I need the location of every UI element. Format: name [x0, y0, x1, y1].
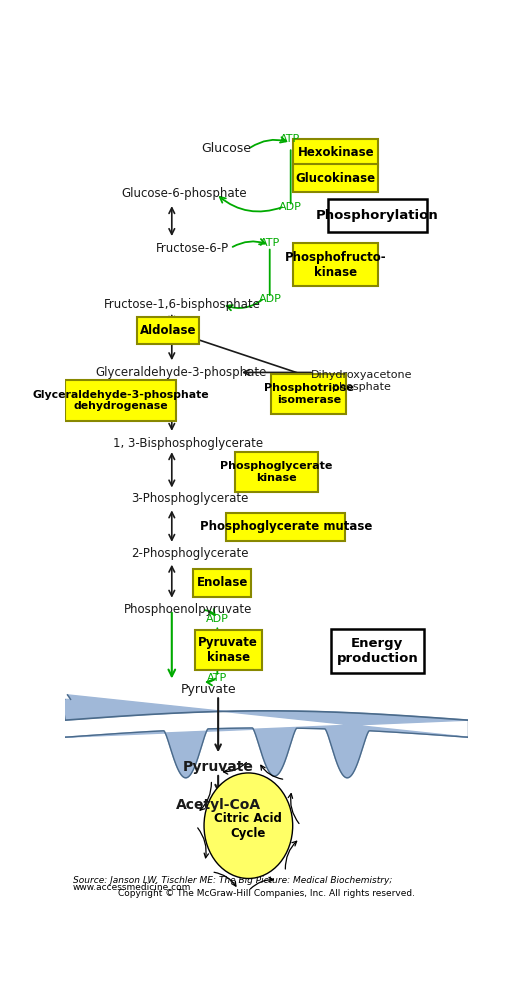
Text: Acetyl-CoA: Acetyl-CoA: [176, 797, 261, 811]
Text: ATP: ATP: [280, 134, 300, 144]
FancyBboxPatch shape: [235, 452, 318, 492]
Text: Phosphoenolpyruvate: Phosphoenolpyruvate: [124, 604, 252, 617]
FancyBboxPatch shape: [226, 513, 345, 541]
Text: Glyceraldehyde-3-phosphate
dehydrogenase: Glyceraldehyde-3-phosphate dehydrogenase: [32, 389, 209, 411]
Text: Phosphoglycerate
kinase: Phosphoglycerate kinase: [220, 461, 333, 483]
FancyBboxPatch shape: [293, 243, 379, 286]
FancyBboxPatch shape: [293, 164, 379, 193]
FancyBboxPatch shape: [328, 200, 427, 232]
Text: Phosphoglycerate mutase: Phosphoglycerate mutase: [200, 520, 372, 533]
Text: ADP: ADP: [206, 614, 229, 624]
Text: Enolase: Enolase: [197, 577, 248, 590]
Text: Phosphofructo-
kinase: Phosphofructo- kinase: [285, 251, 387, 278]
Text: Copyright © The McGraw-Hill Companies, Inc. All rights reserved.: Copyright © The McGraw-Hill Companies, I…: [118, 889, 415, 898]
Text: Glucokinase: Glucokinase: [296, 172, 376, 184]
Text: ADP: ADP: [279, 203, 302, 212]
FancyBboxPatch shape: [137, 318, 199, 344]
Text: ATP: ATP: [207, 673, 227, 683]
FancyBboxPatch shape: [193, 569, 251, 597]
FancyBboxPatch shape: [271, 374, 346, 414]
Text: Energy
production: Energy production: [336, 637, 418, 665]
FancyBboxPatch shape: [293, 139, 379, 166]
Text: Hexokinase: Hexokinase: [297, 146, 374, 159]
Text: Glyceraldehyde-3-phosphate: Glyceraldehyde-3-phosphate: [95, 366, 267, 379]
Polygon shape: [61, 695, 468, 778]
FancyBboxPatch shape: [65, 380, 176, 420]
Text: Pyruvate: Pyruvate: [183, 760, 254, 774]
Text: ADP: ADP: [258, 294, 281, 304]
Text: www.accessmedicine.com: www.accessmedicine.com: [73, 883, 191, 891]
Text: Phosphorylation: Phosphorylation: [316, 209, 439, 222]
Text: Pyruvate
kinase: Pyruvate kinase: [198, 636, 258, 664]
Text: Source: Janson LW, Tischler ME: The Big Picture: Medical Biochemistry;: Source: Janson LW, Tischler ME: The Big …: [73, 876, 393, 885]
Text: Aldolase: Aldolase: [139, 324, 196, 337]
Ellipse shape: [204, 773, 293, 879]
Text: Pyruvate: Pyruvate: [180, 682, 236, 696]
Text: Citric Acid
Cycle: Citric Acid Cycle: [214, 811, 282, 840]
Text: Fructose-1,6-bisphosphate: Fructose-1,6-bisphosphate: [103, 297, 261, 310]
Text: 3-Phosphoglycerate: 3-Phosphoglycerate: [131, 493, 249, 505]
Text: Fructose-6-P: Fructose-6-P: [155, 242, 228, 255]
FancyBboxPatch shape: [331, 629, 424, 672]
Text: Dihydroxyacetone
phosphate: Dihydroxyacetone phosphate: [310, 370, 412, 392]
Text: 2-Phosphoglycerate: 2-Phosphoglycerate: [131, 546, 249, 559]
Text: ATP: ATP: [260, 238, 280, 248]
FancyBboxPatch shape: [195, 630, 262, 670]
Text: 1, 3-Bisphosphoglycerate: 1, 3-Bisphosphoglycerate: [113, 436, 263, 450]
Text: Phosphotriose
isomerase: Phosphotriose isomerase: [264, 383, 354, 405]
Text: Glucose-6-phosphate: Glucose-6-phosphate: [121, 187, 246, 201]
Text: Glucose: Glucose: [201, 142, 251, 155]
